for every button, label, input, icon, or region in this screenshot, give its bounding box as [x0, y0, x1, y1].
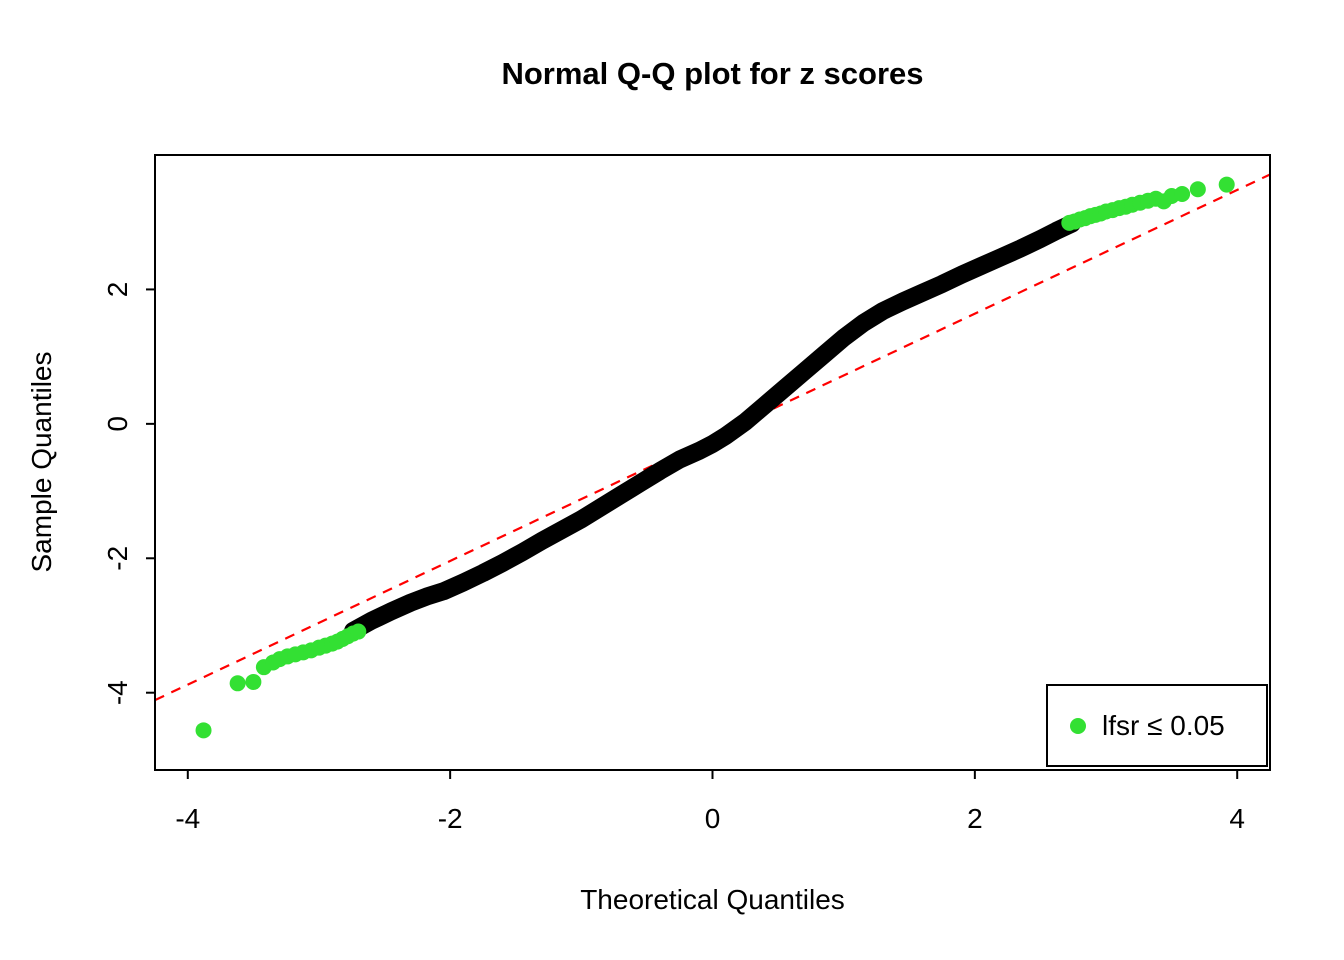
legend-label: lfsr ≤ 0.05 — [1102, 709, 1225, 741]
x-tick-label: -4 — [175, 803, 200, 834]
chart-title: Normal Q-Q plot for z scores — [501, 56, 924, 91]
x-tick-label: 0 — [705, 803, 721, 834]
x-tick-label: 4 — [1229, 803, 1245, 834]
y-tick-label: -4 — [102, 680, 133, 705]
legend-marker-icon — [1070, 717, 1086, 734]
plot-box — [154, 154, 1271, 771]
significant-point — [1218, 176, 1235, 193]
y-axis-label: Sample Quantiles — [26, 351, 57, 573]
x-axis-label: Theoretical Quantiles — [580, 884, 845, 915]
x-tick-label: -2 — [438, 803, 463, 834]
qq-points-band — [344, 214, 1081, 640]
significant-point — [245, 673, 262, 690]
y-tick-label: -2 — [102, 546, 133, 571]
significant-point — [1174, 185, 1191, 202]
significant-point — [229, 675, 246, 692]
y-tick-label: 0 — [102, 416, 133, 432]
significant-point — [1189, 181, 1206, 198]
significant-point — [195, 722, 212, 739]
legend-box: lfsr ≤ 0.05 — [1046, 684, 1268, 767]
x-tick-label: 2 — [967, 803, 983, 834]
y-tick-label: 2 — [102, 282, 133, 298]
significant-point — [350, 623, 367, 640]
